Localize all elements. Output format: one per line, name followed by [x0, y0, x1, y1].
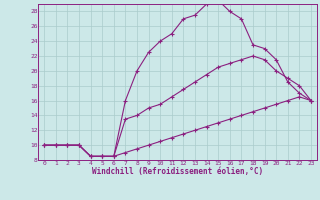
X-axis label: Windchill (Refroidissement éolien,°C): Windchill (Refroidissement éolien,°C): [92, 167, 263, 176]
